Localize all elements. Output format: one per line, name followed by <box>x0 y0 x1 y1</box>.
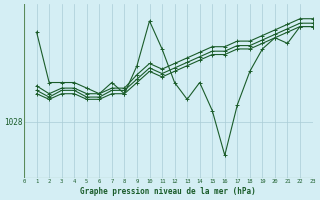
X-axis label: Graphe pression niveau de la mer (hPa): Graphe pression niveau de la mer (hPa) <box>80 187 256 196</box>
